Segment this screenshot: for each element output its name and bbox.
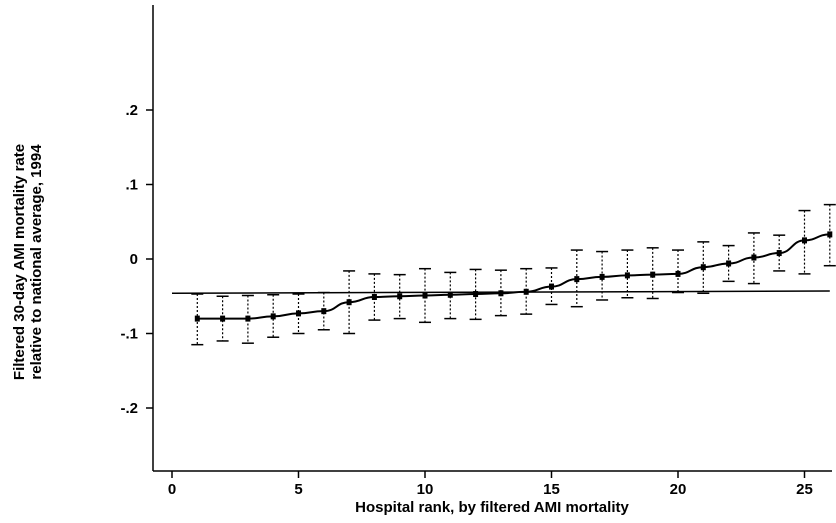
data-point [346, 299, 352, 306]
estimate-line [197, 233, 830, 320]
y-tick-label: -.2 [120, 400, 138, 417]
y-tick-label: .1 [125, 177, 138, 194]
data-point [802, 237, 807, 244]
error-bars [191, 203, 836, 346]
y-axis-title: Filtered 30-day AMI mortality rate relat… [11, 144, 45, 380]
data-point [296, 310, 301, 317]
data-point [220, 315, 226, 322]
data-point [245, 315, 251, 322]
data-point [473, 291, 479, 298]
data-point [650, 271, 656, 278]
y-tick-label: -.1 [120, 326, 138, 343]
y-axis-title-line-2: relative to national average, 1994 [28, 144, 45, 380]
x-axis-title: Hospital rank, by filtered AMI mortality [355, 499, 629, 516]
x-tick-label: 25 [796, 481, 813, 498]
data-point [726, 260, 732, 267]
data-point [397, 293, 403, 300]
data-point [549, 283, 554, 290]
data-point [776, 250, 782, 257]
data-point [599, 273, 605, 280]
x-tick-label: 10 [417, 481, 434, 498]
data-point [675, 270, 681, 277]
y-tick-label: .2 [125, 102, 138, 119]
axis-ticks: 0 5 10 15 20 25 .2 .1 0 -.1 -.2 [120, 102, 812, 498]
data-point [624, 272, 630, 279]
data-point [422, 292, 428, 299]
data-point [447, 291, 453, 298]
data-point [827, 231, 833, 238]
data-point [523, 288, 529, 295]
data-point [194, 315, 200, 322]
x-tick-label: 20 [670, 481, 687, 498]
x-tick-label: 15 [543, 481, 560, 498]
data-point [371, 293, 377, 300]
x-tick-label: 5 [294, 481, 302, 498]
estimate-line-group [197, 233, 830, 320]
point-markers [194, 231, 833, 322]
data-point [498, 290, 504, 297]
x-tick-label: 0 [168, 481, 176, 498]
data-point [270, 313, 276, 320]
y-tick-label: 0 [130, 251, 138, 268]
data-point [321, 308, 327, 315]
data-point [574, 276, 580, 283]
data-point [700, 264, 706, 271]
data-point [751, 254, 757, 261]
y-axis-title-line-1: Filtered 30-day AMI mortality rate [11, 144, 28, 380]
